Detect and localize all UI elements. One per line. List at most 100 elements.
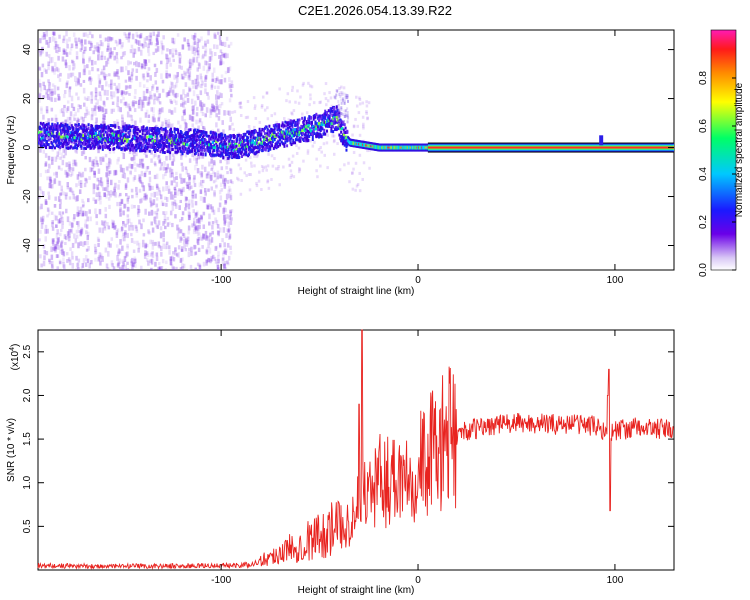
noise-cell [131, 257, 134, 263]
noise-cell [61, 221, 64, 225]
noise-cell [168, 167, 172, 173]
noise-cell [101, 181, 104, 188]
noise-cell [88, 262, 91, 269]
noise-cell [218, 243, 222, 248]
noise-cell [66, 80, 69, 85]
noise-cell [50, 56, 54, 63]
noise-cell [248, 156, 252, 160]
noise-cell [249, 173, 252, 177]
noise-cell [209, 239, 212, 245]
noise-cell [80, 228, 84, 234]
noise-cell [137, 211, 140, 218]
noise-cell [196, 42, 200, 48]
noise-cell [151, 243, 155, 250]
signal-cell [76, 129, 79, 133]
noise-cell [57, 219, 61, 224]
signal-cell [127, 142, 130, 146]
noise-cell [216, 44, 219, 50]
noise-cell [161, 79, 165, 84]
noise-cell [155, 252, 159, 257]
noise-cell [68, 51, 72, 55]
noise-cell [211, 230, 215, 235]
noise-cell [206, 247, 209, 252]
noise-cell [179, 259, 182, 264]
noise-cell [137, 247, 140, 253]
noise-cell [84, 39, 87, 45]
noise-cell [149, 75, 152, 81]
noise-cell [168, 245, 171, 250]
noise-cell [361, 177, 364, 181]
noise-cell [309, 97, 312, 101]
noise-cell [141, 182, 144, 188]
noise-cell [108, 73, 111, 77]
noise-cell [120, 92, 124, 97]
signal-cell [263, 132, 266, 136]
noise-cell [81, 212, 85, 217]
signal-cell [279, 138, 282, 142]
signal-cell [65, 140, 68, 144]
signal-cell [230, 148, 233, 152]
noise-cell [199, 73, 203, 80]
noise-cell [65, 52, 69, 58]
signal-cell [271, 144, 274, 148]
noise-cell [107, 241, 110, 248]
signal-cell [75, 143, 78, 147]
signal-cell [337, 126, 340, 130]
signal-cell [102, 133, 105, 137]
noise-cell [211, 72, 214, 78]
signal-cell [151, 137, 154, 141]
noise-cell [121, 265, 124, 270]
signal-cell [324, 132, 327, 136]
signal-cell [103, 126, 106, 130]
signal-cell [71, 136, 74, 140]
plume-cell [336, 89, 339, 93]
noise-cell [178, 188, 181, 192]
noise-cell [137, 164, 140, 168]
noise-cell [173, 185, 177, 191]
signal-cell [308, 119, 311, 123]
noise-cell [83, 241, 87, 246]
noise-cell [152, 51, 155, 56]
noise-cell [39, 173, 42, 177]
noise-cell [114, 192, 117, 198]
noise-cell [211, 254, 215, 259]
noise-cell [186, 43, 190, 47]
noise-cell [53, 214, 57, 221]
signal-cell [73, 134, 76, 138]
noise-cell [104, 108, 108, 115]
noise-cell [132, 52, 135, 58]
noise-cell [187, 214, 191, 221]
noise-cell [127, 103, 131, 109]
noise-cell [358, 102, 362, 106]
noise-cell [170, 180, 174, 186]
noise-cell [181, 166, 184, 172]
noise-cell [159, 232, 163, 239]
noise-cell [228, 125, 231, 131]
signal-cell [110, 141, 113, 145]
noise-cell [194, 225, 197, 230]
noise-cell [181, 266, 184, 270]
signal-cell [198, 129, 201, 133]
noise-cell [354, 161, 358, 165]
signal-cell [289, 119, 292, 123]
noise-cell [95, 117, 98, 123]
noise-cell [147, 114, 151, 119]
signal-cell [141, 132, 144, 136]
noise-cell [171, 54, 175, 59]
signal-cell [278, 123, 281, 127]
noise-cell [308, 103, 311, 107]
signal-core-cell [150, 135, 154, 139]
noise-cell [211, 78, 214, 83]
noise-cell [205, 235, 208, 240]
noise-cell [192, 105, 195, 110]
noise-cell [145, 109, 149, 114]
signal-cell [65, 146, 68, 150]
noise-cell [239, 192, 243, 196]
noise-cell [340, 85, 343, 89]
signal-core-cell [341, 127, 344, 131]
noise-cell [60, 214, 63, 219]
noise-cell [121, 149, 124, 154]
noise-cell [59, 199, 62, 205]
signal-core-cell [39, 130, 43, 134]
noise-cell [77, 108, 80, 113]
